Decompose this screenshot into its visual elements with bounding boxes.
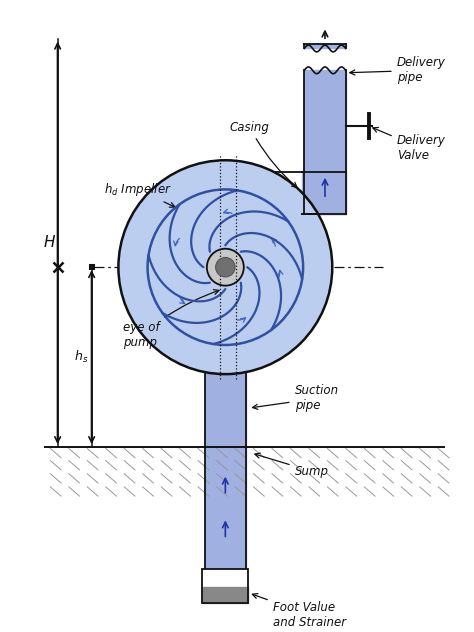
Text: Foot Value
and Strainer: Foot Value and Strainer [252,593,346,629]
Polygon shape [202,569,248,587]
Text: Delivery
pipe: Delivery pipe [350,56,446,84]
Polygon shape [304,44,346,49]
Text: h$_d$ Impeller: h$_d$ Impeller [104,181,175,207]
Circle shape [118,161,332,374]
Text: H: H [43,235,55,250]
Text: Suction
pipe: Suction pipe [253,384,339,413]
Polygon shape [202,587,248,602]
Text: Casing: Casing [230,121,297,188]
Polygon shape [302,173,346,214]
Text: Delivery
Valve: Delivery Valve [373,128,446,162]
Circle shape [207,249,244,286]
Bar [202,569,248,602]
Text: eye of
pump: eye of pump [123,289,219,349]
Polygon shape [205,372,246,569]
Circle shape [216,257,235,277]
Text: h$_s$: h$_s$ [74,349,88,365]
Text: Sump: Sump [255,453,328,478]
Polygon shape [304,70,346,214]
